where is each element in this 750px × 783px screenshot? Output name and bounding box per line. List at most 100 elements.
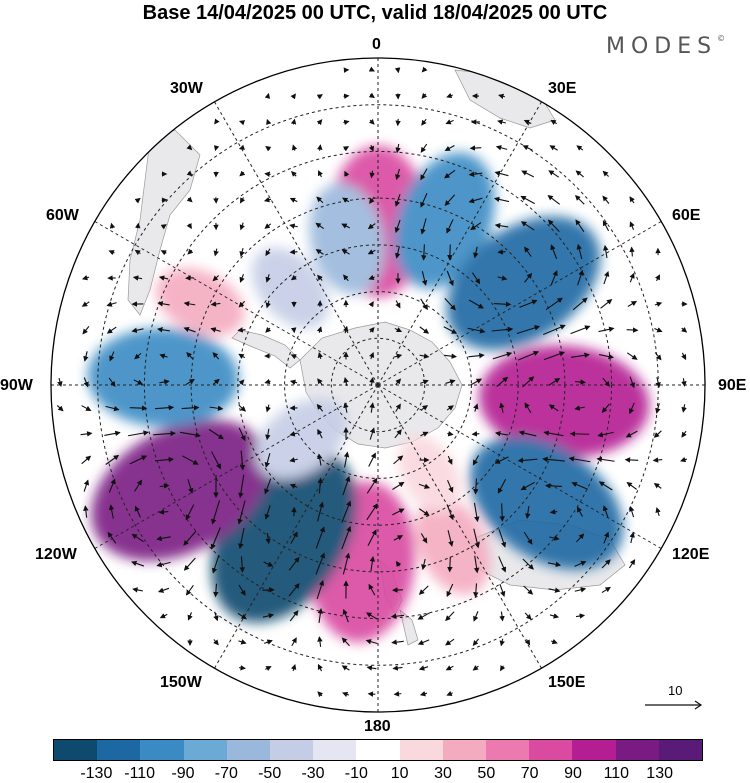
wind-vector [601, 559, 611, 569]
wind-vector [420, 298, 428, 311]
wind-vector [548, 378, 561, 386]
wind-vector [390, 613, 405, 619]
wind-vector [523, 531, 533, 545]
anomaly-blob [251, 247, 330, 329]
wind-vector [238, 584, 246, 596]
wind-vector [421, 66, 428, 73]
colorbar-swatch [140, 740, 184, 760]
wind-vector [519, 299, 538, 308]
wind-vector [417, 612, 430, 620]
wind-vector [104, 430, 121, 437]
wind-vector [395, 143, 401, 154]
wind-vector [628, 402, 635, 415]
wind-vector [369, 196, 375, 204]
wind-vector [368, 301, 374, 308]
wind-vector [394, 429, 402, 439]
wind-vector [493, 196, 510, 203]
wind-vector [602, 170, 610, 177]
wind-vector [157, 301, 170, 307]
brand-mark: © [717, 34, 726, 43]
lon-label-0: 0 [372, 36, 381, 53]
wind-vector [446, 405, 454, 411]
colorbar-swatch [313, 740, 357, 760]
wind-vector [107, 531, 117, 544]
colorbar-tick-label: 130 [646, 765, 674, 782]
wind-vector [238, 474, 245, 499]
wind-vector [499, 402, 505, 413]
wind-vector [265, 428, 271, 441]
wind-vector [627, 300, 638, 307]
wind-vector [547, 561, 562, 568]
wind-vector [446, 270, 454, 287]
brand-logo: MODES© [606, 34, 725, 59]
wind-vector [290, 118, 297, 125]
wind-vector [418, 585, 429, 595]
wind-vector [600, 298, 613, 309]
wind-vector [210, 527, 221, 550]
wind-vector [265, 248, 271, 257]
wind-vector [446, 219, 454, 234]
wind-vector [209, 405, 224, 411]
wind-vector [471, 272, 481, 285]
wind-vector [129, 455, 148, 465]
polar-map [50, 57, 706, 713]
wind-vector [603, 244, 609, 259]
wind-vector [392, 481, 405, 490]
wind-vector [395, 560, 402, 568]
wind-vector [444, 353, 457, 359]
wind-vector [626, 481, 637, 490]
wind-vector [159, 353, 168, 359]
wind-vector [570, 325, 591, 335]
wind-vector [473, 502, 480, 523]
wind-vector [394, 327, 403, 333]
wind-vector [497, 119, 506, 125]
wind-vector [289, 197, 298, 203]
wind-vector [445, 638, 455, 646]
wind-vector [446, 504, 454, 521]
wind-vector [447, 430, 454, 437]
wind-vector [368, 92, 375, 98]
colorbar-ticks: -130 -110 -90 -70 -50 -30 -10 10 30 50 70 90 110 130 [53, 765, 703, 783]
wind-vector [394, 353, 403, 359]
wind-vector [626, 352, 638, 360]
wind-vector [523, 119, 532, 125]
wind-vector [524, 402, 532, 414]
wind-vector [238, 639, 247, 645]
wind-vector [629, 376, 635, 389]
wind-vector [317, 378, 323, 386]
wind-vector [446, 690, 453, 696]
wind-vector [499, 583, 506, 597]
wind-vector [629, 196, 635, 204]
colorbar-tick-label: -50 [258, 765, 282, 782]
wind-vector [420, 405, 429, 411]
wind-vector [367, 529, 377, 546]
map-boundary [50, 57, 706, 713]
wind-vector [417, 639, 430, 645]
wind-vector [108, 377, 116, 388]
wind-vectors [56, 66, 688, 698]
wind-vector [524, 612, 532, 620]
colorbar-tick-label: 50 [477, 765, 496, 782]
wind-vector [154, 456, 175, 463]
wind-vector [343, 119, 350, 126]
colorbar-swatch [183, 740, 227, 760]
wind-vector [421, 558, 427, 571]
wind-vector [212, 352, 220, 360]
wind-vector [498, 529, 507, 548]
wind-vector [549, 535, 560, 541]
wind-vector [182, 455, 199, 465]
wind-vector [444, 194, 456, 207]
wind-vector [652, 457, 663, 463]
wind-vector [655, 274, 660, 282]
wind-vector [186, 144, 193, 151]
wind-vector [317, 608, 324, 623]
wind-vector [520, 481, 535, 491]
wind-vector [445, 611, 455, 622]
wind-vector [212, 378, 220, 385]
wind-vector [473, 478, 479, 495]
wind-vector [132, 275, 143, 281]
wind-vector [317, 352, 324, 360]
colorbar [53, 739, 703, 761]
wind-vector [316, 326, 323, 333]
meridian-line [94, 221, 379, 386]
